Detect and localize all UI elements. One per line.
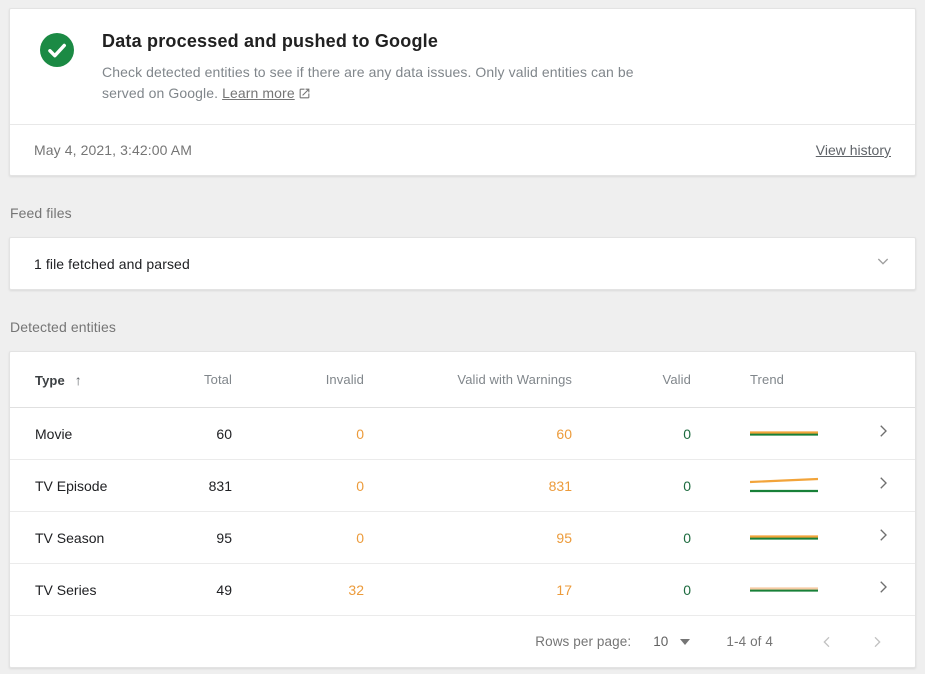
- column-header-total[interactable]: Total: [204, 372, 232, 387]
- entity-type: TV Series: [35, 581, 97, 598]
- triangle-down-icon[interactable]: [680, 638, 691, 645]
- rows-per-page-label: Rows per page:: [535, 634, 632, 649]
- rows-per-page-select[interactable]: 10: [653, 634, 669, 649]
- entity-type: TV Episode: [35, 477, 108, 494]
- table-pagination: Rows per page: 10 1-4 of 4: [10, 616, 915, 667]
- trend-sparkline: [691, 580, 860, 600]
- invalid-count: 0: [356, 477, 364, 494]
- chevron-right-icon[interactable]: [860, 422, 892, 445]
- total-count: 95: [216, 529, 232, 546]
- entity-type: Movie: [35, 425, 73, 442]
- trend-sparkline: [691, 424, 860, 444]
- status-text-block: Data processed and pushed to Google Chec…: [102, 31, 677, 106]
- detected-entities-table: Type ↑ Total Invalid Valid with Warnings …: [9, 351, 916, 668]
- table-row-movie[interactable]: Movie 60 0 60 0: [10, 408, 915, 460]
- view-history-link[interactable]: View history: [815, 142, 891, 158]
- valid-with-warnings-count: 831: [548, 477, 572, 494]
- valid-with-warnings-count: 17: [556, 581, 572, 598]
- valid-count: 0: [683, 581, 691, 598]
- chevron-right-icon[interactable]: [860, 474, 892, 497]
- feed-files-summary: 1 file fetched and parsed: [34, 255, 190, 272]
- last-run-timestamp: May 4, 2021, 3:42:00 AM: [34, 142, 192, 158]
- learn-more-link[interactable]: Learn more: [222, 85, 311, 101]
- status-card-footer: May 4, 2021, 3:42:00 AM View history: [10, 124, 915, 175]
- total-count: 49: [216, 581, 232, 598]
- status-description: Check detected entities to see if there …: [102, 62, 677, 106]
- column-header-valid[interactable]: Valid: [662, 372, 691, 387]
- valid-with-warnings-count: 60: [556, 425, 572, 442]
- open-in-new-icon: [298, 85, 311, 106]
- table-row-tv-series[interactable]: TV Series 49 32 17 0: [10, 564, 915, 616]
- learn-more-label: Learn more: [222, 85, 295, 101]
- pagination-range: 1-4 of 4: [726, 634, 773, 649]
- feed-files-expander[interactable]: 1 file fetched and parsed: [9, 237, 916, 290]
- next-page-button[interactable]: [863, 630, 891, 654]
- column-header-trend: Trend: [750, 372, 784, 387]
- invalid-count: 0: [356, 425, 364, 442]
- entity-type: TV Season: [35, 529, 105, 546]
- trend-sparkline: [691, 476, 860, 496]
- column-header-type-label: Type: [35, 372, 65, 388]
- valid-with-warnings-count: 95: [556, 529, 572, 546]
- sort-ascending-icon: ↑: [74, 371, 82, 388]
- trend-line-valid-with-warnings: [750, 477, 818, 483]
- table-row-tv-season[interactable]: TV Season 95 0 95 0: [10, 512, 915, 564]
- trend-sparkline: [691, 528, 860, 548]
- valid-count: 0: [683, 425, 691, 442]
- status-card-main: Data processed and pushed to Google Chec…: [10, 9, 915, 124]
- detected-entities-section-label: Detected entities: [10, 319, 116, 335]
- column-header-type[interactable]: Type ↑: [35, 372, 197, 388]
- valid-count: 0: [683, 477, 691, 494]
- chevron-down-icon[interactable]: [875, 253, 891, 274]
- status-description-text: Check detected entities to see if there …: [102, 64, 634, 101]
- total-count: 831: [208, 477, 232, 494]
- total-count: 60: [216, 425, 232, 442]
- check-circle-icon: [40, 33, 74, 67]
- column-header-invalid[interactable]: Invalid: [325, 372, 364, 387]
- table-row-tv-episode[interactable]: TV Episode 831 0 831 0: [10, 460, 915, 512]
- feed-files-section-label: Feed files: [10, 205, 72, 221]
- status-title: Data processed and pushed to Google: [102, 31, 439, 51]
- invalid-count: 32: [348, 581, 364, 598]
- status-card: Data processed and pushed to Google Chec…: [9, 8, 916, 176]
- table-header-row: Type ↑ Total Invalid Valid with Warnings …: [10, 352, 915, 408]
- invalid-count: 0: [356, 529, 364, 546]
- column-header-valid-with-warnings[interactable]: Valid with Warnings: [457, 372, 572, 387]
- valid-count: 0: [683, 529, 691, 546]
- previous-page-button[interactable]: [813, 630, 841, 654]
- chevron-right-icon[interactable]: [860, 578, 892, 601]
- chevron-right-icon[interactable]: [860, 526, 892, 549]
